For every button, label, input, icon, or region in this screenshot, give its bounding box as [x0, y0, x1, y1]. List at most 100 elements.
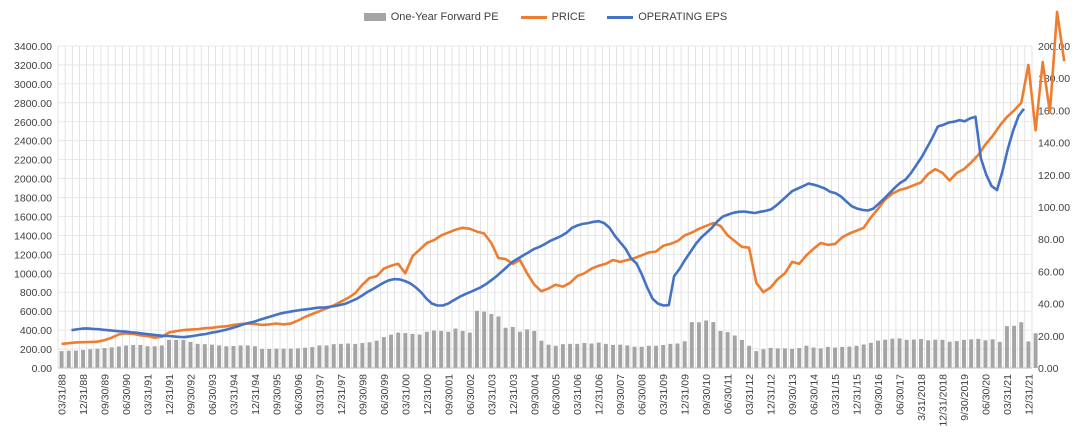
pe-bar: [897, 338, 902, 368]
pe-bar: [611, 344, 616, 368]
x-axis-tick-label: 03/31/15: [830, 374, 842, 415]
x-axis-tick-label: 03/31/06: [572, 374, 584, 415]
x-axis-tick-label: 03/31/03: [486, 374, 498, 415]
left-axis-tick-label: 2400.00: [14, 136, 52, 148]
pe-bar: [833, 347, 838, 368]
x-axis-tick-label: 09/30/16: [873, 374, 885, 415]
pe-bar: [969, 339, 974, 368]
left-axis-tick-label: 1600.00: [14, 211, 52, 223]
right-axis-tick-label: 120.00: [1038, 170, 1070, 182]
x-axis-tick-label: 09/30/01: [443, 374, 455, 415]
pe-bar: [145, 346, 150, 368]
pe-bar: [768, 347, 773, 368]
pe-bar: [947, 341, 952, 368]
pe-bar: [632, 346, 637, 368]
pe-bar: [224, 346, 229, 368]
pe-bar: [704, 320, 709, 368]
pe-bar: [926, 340, 931, 368]
right-axis-tick-label: 80.00: [1038, 234, 1064, 246]
pe-bar: [267, 349, 272, 368]
pe-bar: [396, 332, 401, 368]
pe-bar: [797, 348, 802, 368]
pe-bar: [124, 345, 129, 368]
pe-bar: [997, 341, 1002, 368]
x-axis-tick-label: 03/31/91: [143, 374, 155, 415]
pe-bar: [109, 347, 114, 368]
x-axis-tick-label: 03/31/12: [744, 374, 756, 415]
x-axis-tick-label: 09/30/95: [271, 374, 283, 415]
pe-bar: [102, 348, 107, 368]
x-axis-tick-label: 03/31/97: [314, 374, 326, 415]
pe-bar: [138, 344, 143, 368]
pe-bar: [854, 345, 859, 368]
pe-bar: [210, 344, 214, 368]
x-axis-tick-label: 06/30/17: [895, 374, 907, 415]
x-axis-tick-label: 09/30/04: [529, 374, 541, 415]
pe-bar: [496, 316, 501, 368]
legend-item-eps: OPERATING EPS: [607, 11, 727, 23]
price-line: [61, 10, 1066, 346]
legend-swatch-eps: [607, 15, 634, 19]
pe-bar: [718, 330, 723, 368]
pe-bar: [446, 331, 451, 368]
left-axis-tick-label: 800.00: [20, 287, 52, 299]
eps-line: [71, 108, 1025, 339]
pe-bar: [668, 343, 673, 368]
pe-bar: [639, 346, 644, 368]
x-axis-tick-label: 09/30/10: [701, 374, 713, 415]
pe-bar: [460, 330, 465, 368]
left-axis-tick-label: 2600.00: [14, 117, 52, 129]
pe-bar: [360, 343, 365, 368]
pe-bar: [804, 345, 809, 368]
pe-bar: [675, 343, 680, 368]
pe-bar: [883, 339, 888, 368]
pe-bar: [990, 339, 995, 368]
pe-bar: [933, 339, 938, 368]
pe-bar: [618, 344, 623, 368]
pe-bar: [625, 345, 630, 368]
x-axis-tick-label: 06/30/93: [207, 374, 219, 415]
x-axis-tick-label: 12/31/15: [852, 374, 864, 415]
x-axis-tick-label: 12/31/06: [594, 374, 606, 415]
pe-bar: [317, 345, 322, 368]
pe-bar: [381, 337, 386, 368]
x-axis-tick-label: 06/30/90: [121, 374, 133, 415]
pe-bar: [868, 342, 873, 368]
x-axis-tick-label: 12/31/2018: [937, 374, 949, 427]
pe-bar: [95, 348, 100, 368]
x-axis-tick-label: 06/30/02: [465, 374, 477, 415]
left-axis-tick-label: 2800.00: [14, 98, 52, 110]
left-axis-tick-label: 2000.00: [14, 174, 52, 186]
pe-bar: [238, 345, 243, 368]
pe-bar: [432, 330, 436, 368]
pe-bar: [489, 314, 494, 368]
pe-bar: [739, 339, 744, 368]
pe-bar: [281, 348, 286, 368]
pe-bar: [274, 348, 279, 368]
pe-bar: [474, 310, 479, 368]
pe-bar: [367, 342, 372, 368]
pe-bar: [546, 344, 551, 368]
x-axis-tick-label: 06/30/08: [637, 374, 649, 415]
x-axis-tick-label: 03/31/21: [1002, 374, 1014, 415]
x-axis-tick-label: 06/30/99: [379, 374, 391, 415]
pe-bar: [81, 349, 86, 368]
pe-bar: [861, 344, 866, 368]
left-axis-tick-label: 1200.00: [14, 249, 52, 261]
pe-bar: [410, 333, 415, 368]
x-axis-tick-label: 03/31/88: [57, 374, 69, 415]
pe-bar: [1019, 322, 1024, 368]
x-axis-tick-label: 06/30/96: [293, 374, 305, 415]
left-axis-tick-label: 1800.00: [14, 193, 52, 205]
pe-bar: [961, 339, 966, 368]
pe-bar: [589, 343, 594, 368]
pe-bar: [295, 348, 300, 368]
pe-bar: [66, 350, 71, 368]
legend-item-pe: One-Year Forward PE: [363, 11, 499, 23]
pe-bar: [654, 345, 658, 368]
pe-bar: [754, 351, 759, 368]
x-axis-tick-label: 12/31/94: [250, 374, 262, 415]
pe-bar: [310, 347, 315, 368]
right-axis-tick-label: 60.00: [1038, 266, 1064, 278]
legend-item-price: PRICE: [520, 11, 585, 23]
